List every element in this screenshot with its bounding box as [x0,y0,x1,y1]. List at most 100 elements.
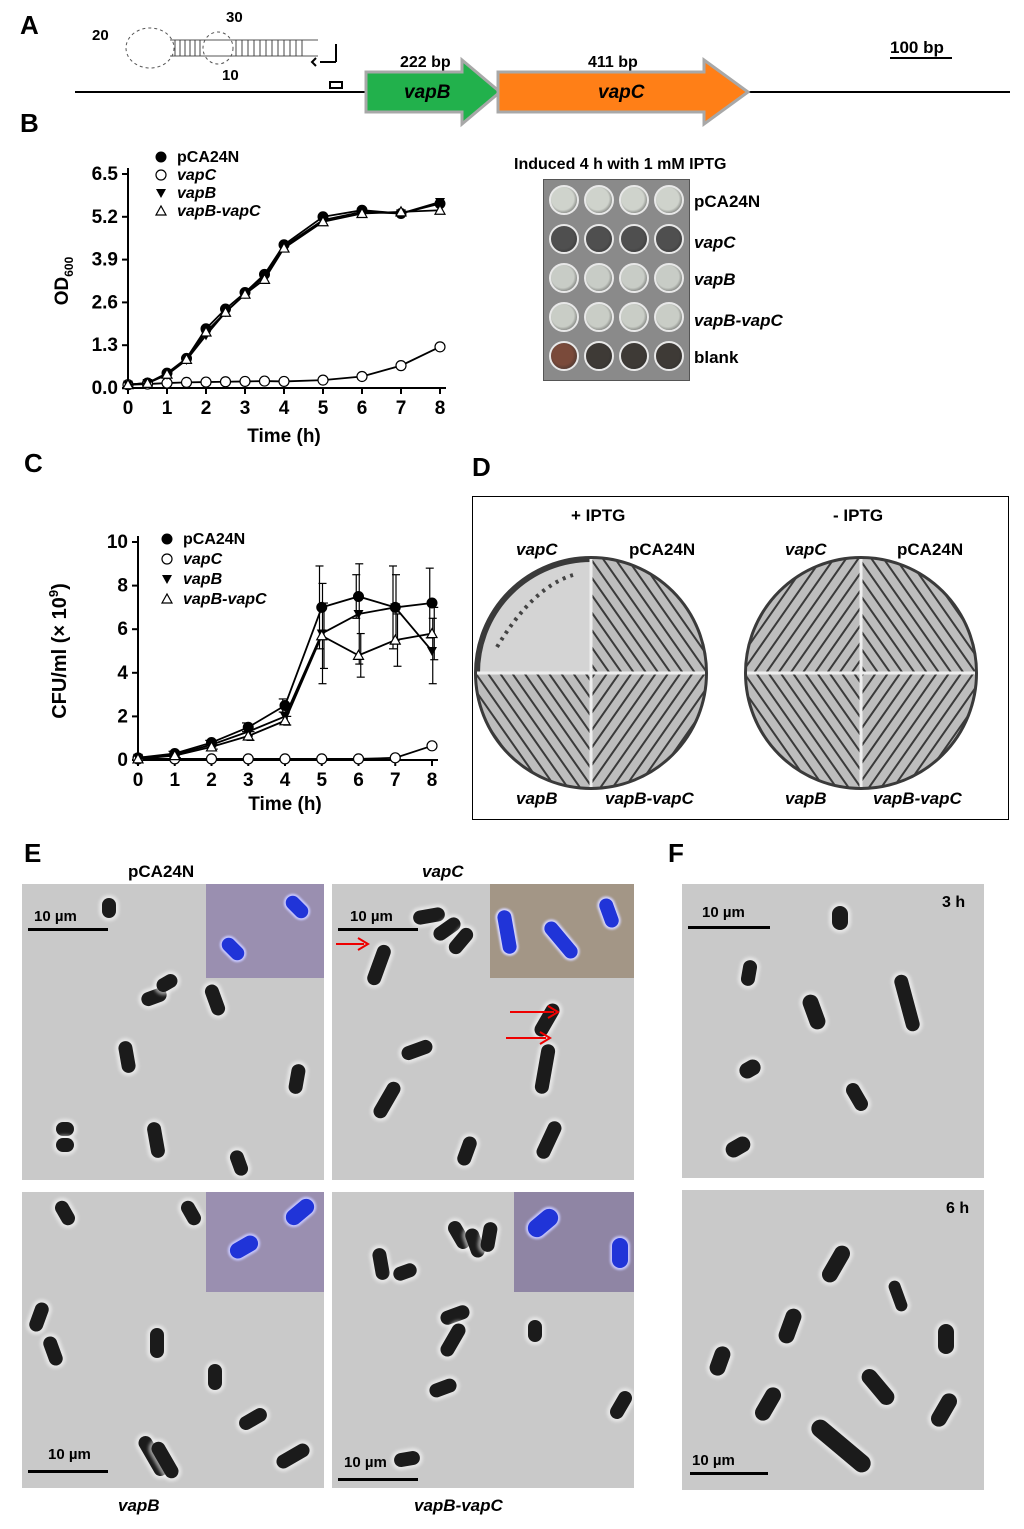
micrograph-pCA24N: 10 µm [22,884,324,1180]
scale-bar-e1 [28,928,108,931]
well [584,224,614,254]
legend-marker [161,533,173,545]
x-axis-title: Time (h) [247,426,321,447]
agar-plate-minus-iptg [744,556,978,790]
fluorescence-inset-vapB-vapC [514,1192,634,1292]
scale-bar-f1 [688,926,770,929]
plate-title: Induced 4 h with 1 mM IPTG [514,156,727,173]
e-title-vapB: vapB [118,1496,160,1515]
series-vapB: vapB [133,563,437,763]
series-vapB-vapC: vapB-vapC [131,591,439,764]
plus-iptg-label: + IPTG [571,506,626,525]
e-title-pCA24N: pCA24N [128,862,195,881]
agar-plate-plus-iptg [474,556,708,790]
x-tick-label: 6 [353,770,364,791]
data-point [389,633,402,645]
legend-label: vapB-vapC [177,203,261,220]
well [549,185,579,215]
plate1-vapB-vapC-label: vapB-vapC [605,789,694,808]
well [619,185,649,215]
legend-marker [161,553,173,565]
panel-label-b: B [20,108,39,138]
data-point [315,629,328,641]
micrograph-vapB: 10 µm [22,1192,324,1488]
data-point [316,601,328,613]
data-point [141,377,154,388]
x-tick-label: 1 [169,770,180,791]
data-point [199,325,213,337]
plate-row-label-1: pCA24N [694,192,761,211]
legend-marker [155,151,167,163]
y-axis-title: OD600 [52,256,76,305]
x-tick-label: 0 [133,770,144,791]
data-point [434,341,446,353]
data-point [426,740,438,752]
well [584,185,614,215]
well [549,263,579,293]
series-vapB-vapC: vapB-vapC [121,203,447,390]
data-point [433,203,447,215]
loop-number-10: 10 [222,67,239,84]
micrograph-3h: 10 µm 3 h [682,884,984,1178]
scale-label-f1: 10 µm [702,904,745,921]
y-tick-label: 6.5 [92,164,119,185]
data-point [238,287,252,299]
x-tick-label: 7 [390,770,401,791]
data-point [394,205,408,217]
data-point [356,370,368,383]
data-point [258,375,271,387]
y-tick-label: 0.0 [92,378,118,399]
data-point [160,367,174,379]
growth-chart-od: 0.0 1.3 2.6 3.9 5.2 6.5 0 1 2 3 4 5 6 7 8 Time (h) OD600… [52,149,447,447]
plate-row-label-5: blank [694,348,739,367]
data-point [200,376,212,388]
data-point [435,197,445,207]
data-point [317,374,329,386]
series-line-pCA24N [137,595,433,759]
data-point [316,753,328,765]
x-tick-label: 0 [123,398,134,419]
data-point [277,241,291,253]
x-tick-label: 3 [243,770,254,791]
y-axis-title: CFU/ml (× 109) [46,583,71,719]
well [619,302,649,332]
legend-marker [160,592,174,604]
data-point [168,749,181,761]
fluorescence-inset-pCA24N [206,884,324,978]
data-point [180,376,193,389]
plate2-vapC-label: vapC [785,540,827,559]
well [584,302,614,332]
data-point [352,753,365,765]
fluorescence-inset-vapB [206,1192,324,1292]
data-point [427,647,437,656]
x-tick-label: 1 [162,398,173,419]
scale-label-e1: 10 µm [34,908,77,925]
scale-bar-e2 [338,928,418,931]
x-tick-label: 8 [435,398,446,419]
legend-label: vapC [183,551,223,568]
well [654,263,684,293]
data-point [242,729,255,741]
x-tick-label: 5 [318,398,329,419]
data-point [239,375,251,388]
plate-row-label-4: vapB-vapC [694,311,783,330]
y-tick-label: 1.3 [92,335,118,356]
panel-label-a: A [20,10,39,40]
well [654,224,684,254]
scale-label-e4: 10 µm [344,1454,387,1471]
data-point [205,740,218,752]
scale-bar-f2 [690,1472,768,1475]
x-tick-label: 4 [279,398,290,419]
e-title-vapC: vapC [422,862,464,881]
well [654,302,684,332]
legend-label: pCA24N [183,531,245,548]
data-point [180,353,193,364]
panel-label-c: C [24,448,43,478]
plate2-vapB-vapC-label: vapB-vapC [873,789,962,808]
scale-bar-e4 [338,1478,418,1481]
x-tick-label: 5 [316,770,327,791]
well [584,263,614,293]
data-point [258,273,271,284]
x-tick-label: 2 [206,770,217,791]
legend-label: vapB-vapC [183,591,267,608]
